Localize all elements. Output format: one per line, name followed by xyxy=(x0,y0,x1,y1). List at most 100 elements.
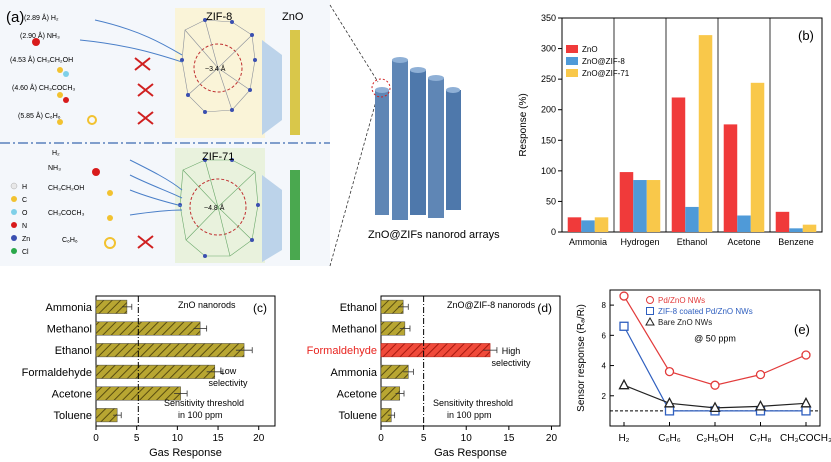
bar-zno-zif-8-benzene xyxy=(789,228,803,232)
y-tick-label-e: 2 xyxy=(602,392,607,401)
x-tick-label-c: 0 xyxy=(93,433,99,444)
x-tick-label-d: 0 xyxy=(378,433,384,444)
y-tick-label-b: 100 xyxy=(541,166,556,176)
bar-zno-zif-71-ammonia xyxy=(594,217,609,232)
zno-rod-bottom xyxy=(290,170,300,260)
point-bare-zno-nws-4 xyxy=(800,396,812,408)
nanorod-caption: ZnO@ZIFs nanorod arrays xyxy=(368,229,500,241)
y-tick-label-b: 150 xyxy=(541,135,556,145)
legend-swatch-zno-zif-8 xyxy=(566,57,578,65)
zoom-lines xyxy=(329,4,379,267)
bar-zno-ethanol xyxy=(671,97,686,232)
legend-element-cl: Cl xyxy=(11,248,29,256)
chart-e: 2 4 6 8 Sensor response (Rₐ/Rₗ) H₂ C₆H₆ C₂H₅OH C… xyxy=(576,289,831,444)
legend-label-zno-zif-71: ZnO@ZIF-71 xyxy=(582,69,630,78)
plot-frame-b xyxy=(561,17,823,233)
chart-b: 0 50 100 150 200 250 300 350 Response (%) Ammonia… xyxy=(518,13,823,247)
y-tick-label-methanol: Methanol xyxy=(47,324,92,336)
y-tick-label-b: 50 xyxy=(546,196,556,206)
y-tick-label-acetone: Acetone xyxy=(337,389,377,401)
legend-label-zno-zif-8: ZnO@ZIF-8 xyxy=(582,57,625,66)
annotation-threshold-1-d: Sensitivity threshold xyxy=(433,398,513,408)
x-tick-label-c: 20 xyxy=(253,433,265,444)
bar-zno-zif-8-ammonia xyxy=(581,220,595,232)
y-tick-label-toluene: Toluene xyxy=(53,410,92,422)
annotation-selectivity-1-d: High xyxy=(502,346,521,356)
y-tick-label-methanol: Methanol xyxy=(332,324,377,336)
panel-c-label: (c) xyxy=(253,301,267,315)
legend-label-pd-zno-nws: Pd/ZnO NWs xyxy=(658,296,705,305)
bar-zno-zif-8-ethanol xyxy=(685,206,699,232)
y-tick-label-b: 0 xyxy=(551,227,556,237)
top-molecule-benzene: (5.85 Å) C₆H₆ xyxy=(18,111,61,120)
annotation-threshold-1-c: Sensitivity threshold xyxy=(164,398,244,408)
bar-methanol xyxy=(95,321,201,336)
y-tick-label-e: 4 xyxy=(602,362,607,371)
top-molecule-labels: (2.89 Å) H₂ (2.90 Å) NH₃ (4.53 Å) CH₃CH₂… xyxy=(10,13,75,120)
zn-atoms xyxy=(178,18,260,258)
point-pd-zno-nws-4 xyxy=(801,350,811,360)
x-axis-label-d: Gas Response xyxy=(434,447,507,459)
y-tick-label-formaldehyde: Formaldehyde xyxy=(307,345,377,357)
x-tick-label-e-1: C₆H₆ xyxy=(658,433,681,444)
svg-text:O: O xyxy=(22,210,28,217)
legend-label-zif-8-coated-pd-zno-nws: ZIF-8 coated Pd/ZnO NWs xyxy=(658,307,753,316)
legend-label-zno: ZnO xyxy=(582,45,598,54)
top-molecule-acetone: (4.60 Å) CH₃COCH₃ xyxy=(12,83,75,92)
y-axis-label-e: Sensor response (Rₐ/Rₗ) xyxy=(576,304,587,412)
panel-d-label: (d) xyxy=(537,301,552,315)
bar-zno-zif-71-benzene xyxy=(802,224,817,232)
x-tick-label-acetone: Acetone xyxy=(727,237,760,247)
legend-marker-pd-zno-nws xyxy=(646,296,654,304)
arrow-right-top xyxy=(262,40,282,135)
bar-zno-hydrogen xyxy=(619,172,634,232)
legend-marker-bare-zno-nws xyxy=(645,316,655,326)
pore-circle-bottom xyxy=(189,178,247,236)
y-axis-label-b: Response (%) xyxy=(518,93,529,156)
point-pd-zno-nws-2 xyxy=(710,380,720,390)
svg-text:Zn: Zn xyxy=(22,236,30,243)
y-tick-label-ammonia: Ammonia xyxy=(46,302,93,314)
y-tick-label-ethanol: Ethanol xyxy=(340,302,377,314)
point-bare-zno-nws-2 xyxy=(709,401,721,413)
y-tick-label-e: 6 xyxy=(602,331,607,340)
svg-text:H: H xyxy=(22,184,27,191)
annotation-selectivity-1-c: Low xyxy=(220,366,237,376)
x-tick-label-d: 15 xyxy=(503,433,515,444)
legend-element-n: N xyxy=(11,222,27,230)
svg-text:N: N xyxy=(22,223,27,230)
bar-zno-zif-71-acetone xyxy=(750,82,765,232)
bar-zno-zif-8-hydrogen xyxy=(633,180,647,232)
y-tick-label-b: 350 xyxy=(541,13,556,23)
point-pd-zno-nws-3 xyxy=(755,369,766,380)
bar-zno-benzene xyxy=(775,211,790,232)
annotation-threshold-2-d: in 100 ppm xyxy=(447,410,492,420)
x-tick-label-d: 20 xyxy=(546,433,558,444)
arrow-right-bottom xyxy=(262,175,282,262)
legend-element-o: O xyxy=(11,209,28,217)
point-zif-8-coated-pd-zno-nws-0 xyxy=(619,321,629,331)
legend-swatch-zno-zif-71 xyxy=(566,69,578,77)
y-tick-label-toluene: Toluene xyxy=(338,410,377,422)
point-bare-zno-nws-0 xyxy=(618,378,630,390)
zif8-title: ZIF-8 xyxy=(206,11,232,23)
bar-formaldehyde xyxy=(95,364,216,379)
x-tick-label-ammonia: Ammonia xyxy=(569,237,607,247)
point-pd-zno-nws-0 xyxy=(619,291,629,301)
y-tick-label-b: 300 xyxy=(541,44,556,54)
legend-element-h: H xyxy=(10,182,27,191)
zno-title: ZnO xyxy=(282,11,304,23)
panel-a: (a) ZIF-8 ZnO ZIF-71 ~3.4 Å ~4.8 Å (2.89… xyxy=(0,0,500,267)
annotation-selectivity-2-c: selectivity xyxy=(208,378,248,388)
pore-size-bottom: ~4.8 Å xyxy=(204,203,225,212)
annotation-selectivity-2-d: selectivity xyxy=(491,358,531,368)
bar-zno-acetone xyxy=(723,124,738,232)
legend-element-zn: Zn xyxy=(11,235,30,243)
zif8-framework-box xyxy=(175,8,265,138)
chart-c: 0 5 10 15 20 Gas Response Ammonia Methanol Ethan… xyxy=(22,295,276,459)
y-tick-label-b: 250 xyxy=(541,74,556,84)
y-tick-label-ammonia: Ammonia xyxy=(331,367,378,379)
panel-e-label: (e) xyxy=(794,322,810,337)
point-zif-8-coated-pd-zno-nws-1 xyxy=(664,406,675,416)
x-tick-label-benzene: Benzene xyxy=(778,237,814,247)
